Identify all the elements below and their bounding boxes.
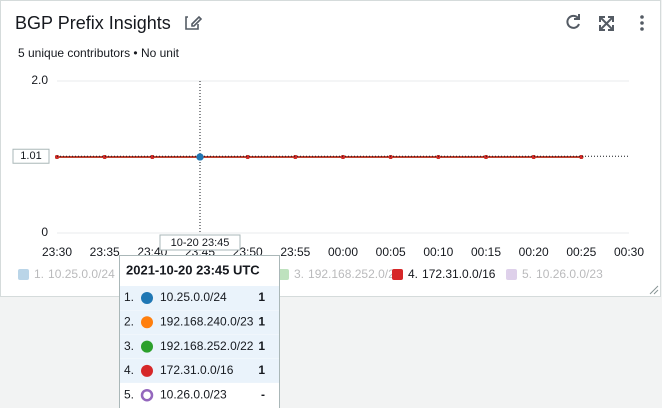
legend-item[interactable]: 4. 172.31.0.0/16 [392, 267, 496, 281]
crosshair-x-label: 10-20 23:45 [171, 237, 230, 249]
resize-handle [649, 285, 659, 295]
tooltip: 2021-10-20 23:45 UTC 1. 10.25.0.0/24 1 2. 192… [119, 255, 280, 408]
x-tick-label: 23:35 [90, 245, 120, 259]
y-tick-label: 0 [41, 225, 48, 239]
legend-label: 1. 10.25.0.0/24 [34, 267, 115, 281]
crosshair-y-label: 1.01 [20, 150, 41, 162]
tooltip-name: 10.25.0.0/24 [160, 290, 227, 304]
x-tick-label: 00:15 [471, 245, 501, 259]
data-point [341, 155, 345, 159]
tooltip-name: 172.31.0.0/16 [160, 363, 234, 377]
tooltip-rank: 2. [124, 314, 134, 328]
refresh-icon[interactable] [566, 14, 580, 29]
x-tick-label: 00:20 [519, 245, 549, 259]
tooltip-value: 1 [258, 290, 265, 304]
x-tick-label: 00:25 [566, 245, 596, 259]
tooltip-name: 192.168.252.0/22 [160, 339, 254, 353]
tooltip-header: 2021-10-20 23:45 UTC [126, 262, 260, 277]
legend-item[interactable]: 1. 10.25.0.0/24 [18, 267, 115, 281]
legend-item[interactable]: 5. 10.26.0.0/23 [506, 267, 603, 281]
legend-label: 5. 10.26.0.0/23 [522, 267, 603, 281]
crosshair-y-box [12, 148, 50, 164]
tooltip-value: 1 [258, 314, 265, 328]
data-point [484, 155, 488, 159]
tooltip-swatch [141, 316, 153, 329]
expand-icon[interactable] [599, 16, 614, 31]
tooltip-rank: 4. [124, 363, 134, 377]
legend-swatch [18, 269, 29, 280]
edit-icon[interactable] [185, 15, 203, 30]
tooltip-name: 10.26.0.0/23 [160, 387, 227, 401]
data-point [388, 155, 393, 159]
legend-rank: 4. [408, 267, 418, 281]
data-point [436, 155, 441, 159]
legend-item[interactable]: 3. 192.168.252.0/22 [278, 267, 402, 281]
data-point [293, 155, 298, 159]
tooltip-rank: 5. [124, 387, 134, 401]
x-tick-label: 00:30 [614, 245, 644, 259]
legend-swatch [506, 269, 517, 280]
legend-label: 3. 192.168.252.0/22 [294, 267, 402, 281]
tooltip-value: 1 [258, 363, 265, 377]
legend-swatch [392, 269, 403, 280]
data-point [102, 155, 107, 159]
data-point [579, 155, 584, 159]
legend-rank: 1. [34, 267, 44, 281]
hover-point [196, 153, 204, 161]
legend-name: 10.26.0.0/23 [536, 267, 603, 281]
widget-frame [0, 0, 661, 297]
tooltip-value: - [261, 387, 265, 401]
tooltip-value: 1 [258, 339, 265, 353]
legend-name: 10.25.0.0/24 [48, 267, 115, 281]
x-tick-label: 23:55 [280, 245, 310, 259]
data-point [245, 155, 250, 159]
legend-rank: 5. [522, 267, 532, 281]
legend-label: 4. 172.31.0.0/16 [408, 267, 496, 281]
y-tick-label: 2.0 [31, 73, 48, 87]
crosshair-x-box [159, 234, 241, 251]
data-point [55, 155, 59, 159]
legend-rank: 3. [294, 267, 304, 281]
x-tick-label: 00:05 [376, 245, 406, 259]
data-point [150, 155, 155, 159]
x-tick-label: 23:30 [42, 245, 72, 259]
x-tick-label: 00:00 [328, 245, 358, 259]
tooltip-swatch [141, 340, 153, 353]
data-point [531, 155, 536, 159]
more-icon[interactable] [640, 15, 644, 31]
legend: 1.10.25.0.0/242.192.168.240.0/233.192.16… [18, 267, 603, 281]
widget-title: BGP Prefix Insights [15, 13, 171, 33]
tooltip-swatch [141, 292, 153, 304]
tooltip-rank: 1. [124, 290, 134, 304]
legend-swatch [278, 269, 289, 280]
subtitle: 5 unique contributors • No unit [18, 46, 180, 60]
tooltip-swatch [140, 388, 154, 402]
x-tick-label: 00:10 [423, 245, 453, 259]
tooltip-rank: 3. [124, 339, 134, 353]
tooltip-name: 192.168.240.0/23 [160, 314, 254, 328]
legend-name: 192.168.252.0/22 [308, 267, 402, 281]
legend-name: 172.31.0.0/16 [422, 267, 496, 281]
tooltip-swatch [141, 364, 153, 377]
